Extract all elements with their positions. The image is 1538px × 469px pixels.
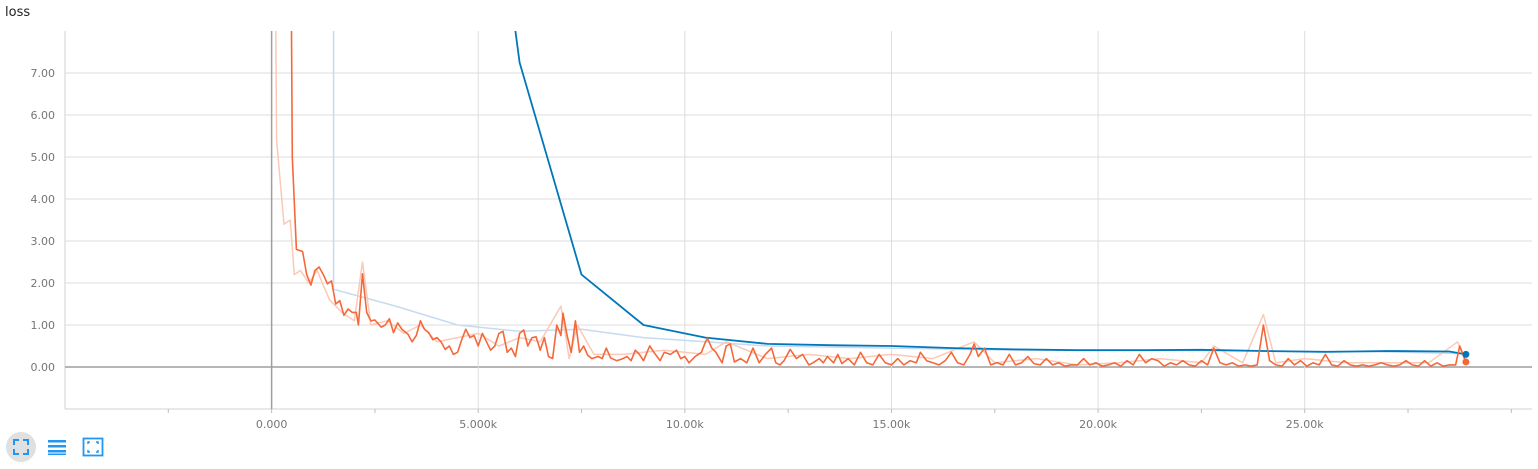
grid-layer	[64, 31, 1532, 413]
tick-layer: 0.00 1.00 2.00 3.00 4.00 5.00 6.00 7.00 0.000 5.0…	[31, 67, 1325, 431]
series-0-smoothed-line	[514, 30, 1467, 356]
y-tick-label: 6.00	[31, 109, 56, 122]
x-tick-label: 25.00k	[1286, 418, 1324, 431]
series-1-end-marker	[1462, 358, 1470, 366]
fullscreen-button[interactable]	[6, 432, 36, 462]
series-1-raw-line	[275, 30, 1467, 366]
x-tick-label: 20.00k	[1079, 418, 1117, 431]
x-tick-label: 10.00k	[666, 418, 704, 431]
y-tick-label: 4.00	[31, 193, 56, 206]
y-tick-label: 1.00	[31, 319, 56, 332]
chart-toolbar	[6, 432, 108, 462]
series-0-raw-line	[332, 31, 1462, 355]
x-tick-label: 0.000	[256, 418, 288, 431]
series-layer	[275, 30, 1467, 367]
marker-layer	[1462, 350, 1470, 366]
log-scale-button[interactable]	[42, 432, 72, 462]
fit-domain-button[interactable]	[78, 432, 108, 462]
series-0-end-marker	[1462, 350, 1470, 358]
chart-title: loss	[5, 5, 31, 20]
x-tick-label: 5.000k	[459, 418, 497, 431]
list-icon	[48, 440, 66, 455]
x-tick-label: 15.00k	[873, 418, 911, 431]
y-tick-label: 3.00	[31, 235, 56, 248]
y-tick-label: 5.00	[31, 151, 56, 164]
fit-domain-icon	[82, 437, 104, 457]
fullscreen-icon	[13, 439, 29, 455]
y-tick-label: 2.00	[31, 277, 56, 290]
series-1-smoothed-line	[290, 30, 1467, 367]
y-tick-label: 0.00	[31, 361, 56, 374]
y-tick-label: 7.00	[31, 67, 56, 80]
